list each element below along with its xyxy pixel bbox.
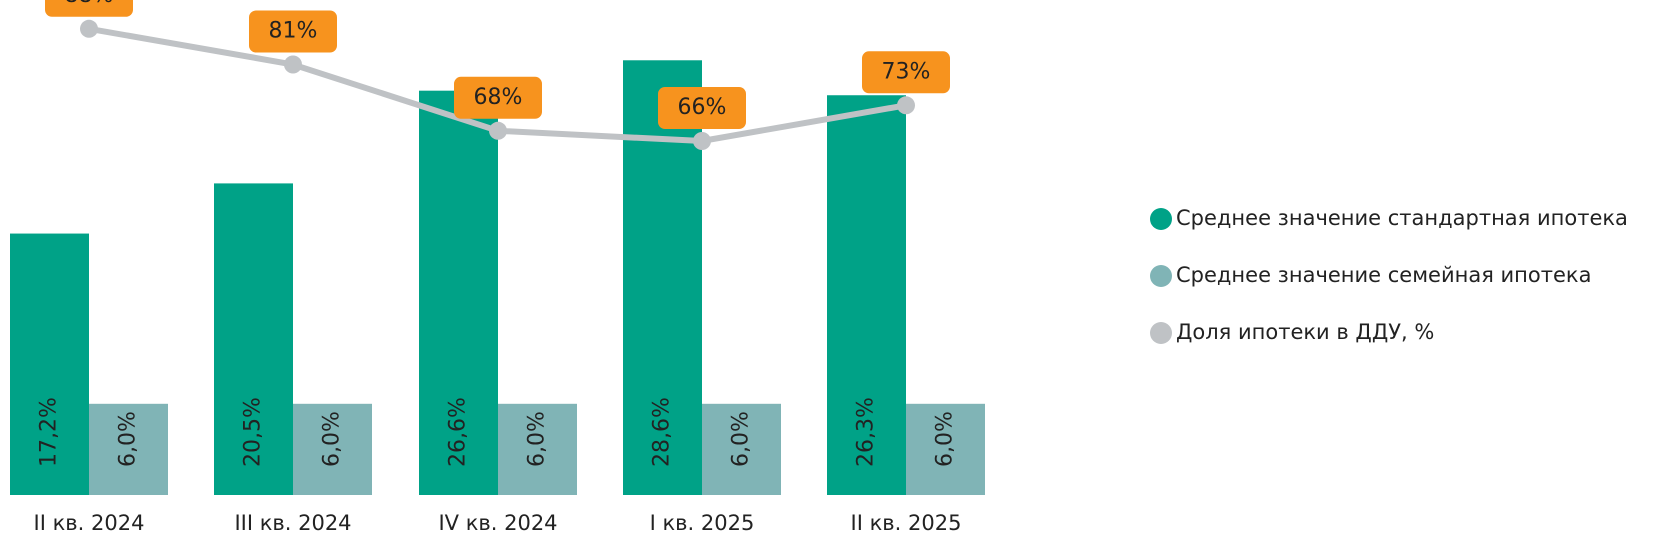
bar-value-label: 28,6% <box>650 397 675 467</box>
line-point <box>489 121 507 140</box>
line-value-label: 68% <box>474 85 523 110</box>
line-point <box>284 55 302 74</box>
bar <box>214 183 293 495</box>
value-label-box <box>249 10 337 53</box>
legend-label: Доля ипотеки в ДДУ, % <box>1176 320 1434 344</box>
bar <box>906 403 985 495</box>
bar-value-label: 6,0% <box>116 411 141 467</box>
bar <box>827 95 906 496</box>
bar-value-label: 6,0% <box>320 411 345 467</box>
bar-value-label: 20,5% <box>241 397 266 467</box>
value-label-box <box>454 76 542 119</box>
line-point <box>693 132 711 150</box>
bar-value-label: 26,3% <box>854 397 879 467</box>
bar-value-label: 26,6% <box>446 397 471 467</box>
x-tick-label: III кв. 2024 <box>234 511 351 535</box>
x-tick-label: I кв. 2025 <box>650 511 755 535</box>
bar <box>293 403 372 495</box>
bar-value-label: 6,0% <box>933 411 958 467</box>
bar-value-label: 6,0% <box>729 411 754 467</box>
legend-label: Среднее значение семейная ипотека <box>1176 263 1591 287</box>
bar <box>419 90 498 496</box>
line-point <box>897 96 915 115</box>
legend-marker <box>1150 265 1172 287</box>
value-label-box <box>862 51 950 94</box>
line-value-label: 73% <box>882 59 931 84</box>
bar <box>89 403 168 495</box>
bar-value-label: 17,2% <box>37 397 62 467</box>
x-tick-label: II кв. 2025 <box>851 511 962 535</box>
line-value-label: 66% <box>678 95 727 120</box>
line-value-label: 88% <box>65 0 114 8</box>
bar <box>498 403 577 495</box>
line-point <box>80 19 98 38</box>
x-tick-label: IV кв. 2024 <box>438 511 557 535</box>
legend-label: Среднее значение стандартная ипотека <box>1176 206 1628 230</box>
value-label-box <box>658 87 746 129</box>
bar-value-label: 6,0% <box>525 411 550 467</box>
legend-marker <box>1150 208 1172 230</box>
x-tick-label: II кв. 2024 <box>34 511 145 535</box>
legend-marker <box>1150 322 1172 344</box>
line-value-label: 81% <box>269 19 318 44</box>
bar <box>623 60 702 495</box>
bar <box>10 233 89 495</box>
bar <box>702 403 781 495</box>
value-label-box <box>45 0 133 17</box>
